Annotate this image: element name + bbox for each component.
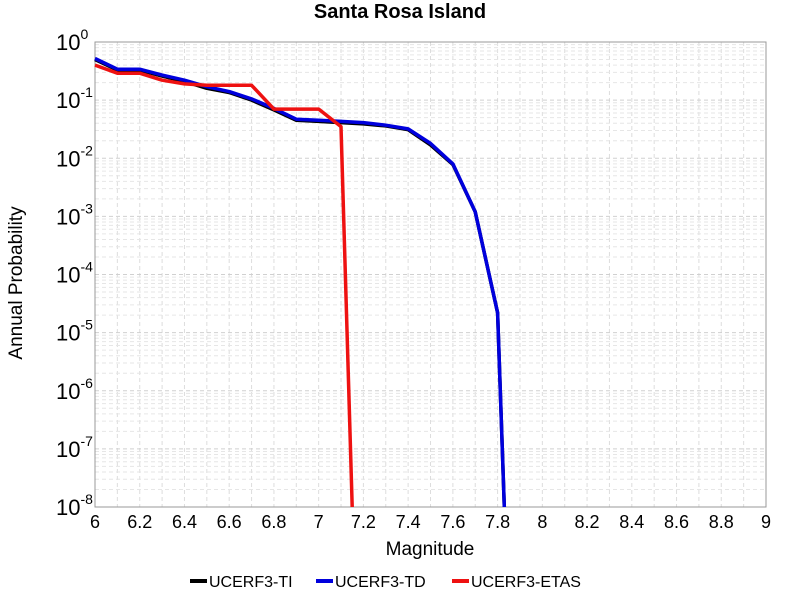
series-layer — [94, 56, 507, 508]
y-tick-label: 10-1 — [56, 84, 93, 113]
y-tick-label: 10-8 — [56, 491, 93, 520]
x-tick-label: 8 — [537, 512, 547, 532]
x-axis-title: Magnitude — [386, 539, 475, 560]
x-tick-label: 8.4 — [619, 512, 644, 532]
x-tick-label: 6.2 — [127, 512, 152, 532]
x-tick-label: 6 — [90, 512, 100, 532]
plot-frame — [94, 41, 767, 508]
y-tick-label: 10-2 — [56, 142, 93, 171]
grid — [94, 42, 767, 508]
x-tick-label: 6.4 — [172, 512, 197, 532]
x-tick-label: 7.2 — [351, 512, 376, 532]
x-tick-label: 6.8 — [261, 512, 286, 532]
x-tick-label: 8.8 — [709, 512, 734, 532]
x-tick-label: 7.8 — [485, 512, 510, 532]
legend-label: UCERF3-TD — [335, 574, 426, 591]
y-tick-label: 10-3 — [56, 200, 93, 229]
y-tick-label: 10-5 — [56, 317, 93, 346]
y-axis-title: Annual Probability — [6, 206, 27, 360]
chart-title: Santa Rosa Island — [314, 1, 486, 23]
y-tick-label: 10-7 — [56, 433, 93, 462]
legend-label: UCERF3-ETAS — [471, 574, 581, 591]
legend: UCERF3-TI UCERF3-TD UCERF3-ETAS — [190, 574, 581, 591]
y-tick-labels: 100 10-1 10-2 10-3 10-4 10-5 10-6 10-7 10-8 — [56, 26, 93, 520]
series-line-ucerf3-td — [94, 56, 507, 508]
x-tick-label: 8.6 — [664, 512, 689, 532]
y-tick-label: 100 — [56, 26, 88, 55]
x-tick-labels: 6 6.2 6.4 6.6 6.8 7 7.2 7.4 7.6 7.8 8 8.2 8.4 8.6 8.8 9 — [90, 512, 771, 532]
x-tick-label: 7.4 — [396, 512, 421, 532]
y-tick-label: 10-6 — [56, 375, 93, 404]
x-tick-label: 7 — [314, 512, 324, 532]
x-tick-label: 9 — [761, 512, 771, 532]
x-tick-label: 7.6 — [440, 512, 465, 532]
legend-label: UCERF3-TI — [209, 574, 293, 591]
series-line-ucerf3-etas — [94, 63, 354, 508]
y-tick-label: 10-4 — [56, 259, 93, 288]
x-tick-label: 8.2 — [575, 512, 600, 532]
x-tick-label: 6.6 — [217, 512, 242, 532]
